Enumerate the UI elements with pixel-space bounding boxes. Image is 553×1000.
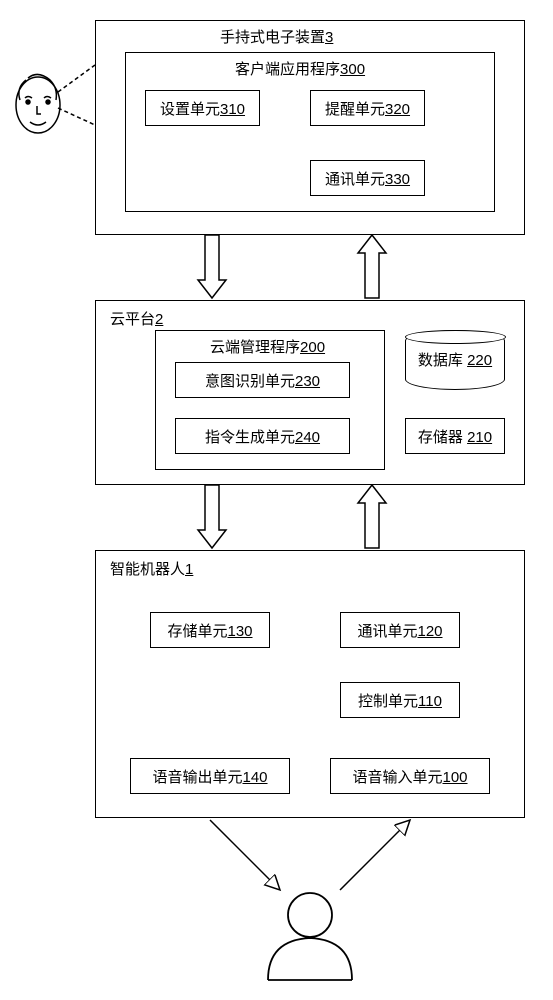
diagram-canvas: 手持式电子装置3 客户端应用程序300 设置单元310 提醒单元320 通讯单元… <box>10 10 543 990</box>
robot-storage-unit: 存储单元130 <box>150 612 270 648</box>
cloud-title: 云平台2 <box>110 308 163 329</box>
intent-unit: 意图识别单元230 <box>175 362 350 398</box>
ctrl-unit: 控制单元110 <box>340 682 460 718</box>
device-comm-unit: 通讯单元330 <box>310 160 425 196</box>
user-face-icon <box>16 65 95 133</box>
remind-unit: 提醒单元320 <box>310 90 425 126</box>
db-cylinder: 数据库 220 <box>405 330 505 390</box>
device-title: 手持式电子装置3 <box>220 26 333 47</box>
voice-in-unit: 语音输入单元100 <box>330 758 490 794</box>
user-person-icon <box>268 893 352 980</box>
voice-out-unit: 语音输出单元140 <box>130 758 290 794</box>
cmd-unit: 指令生成单元240 <box>175 418 350 454</box>
robot-comm-unit: 通讯单元120 <box>340 612 460 648</box>
set-unit: 设置单元310 <box>145 90 260 126</box>
app-title: 客户端应用程序300 <box>235 58 365 79</box>
cloud-mgr-title: 云端管理程序200 <box>210 336 325 357</box>
cloud-storage: 存储器 210 <box>405 418 505 454</box>
robot-title: 智能机器人1 <box>110 558 193 579</box>
